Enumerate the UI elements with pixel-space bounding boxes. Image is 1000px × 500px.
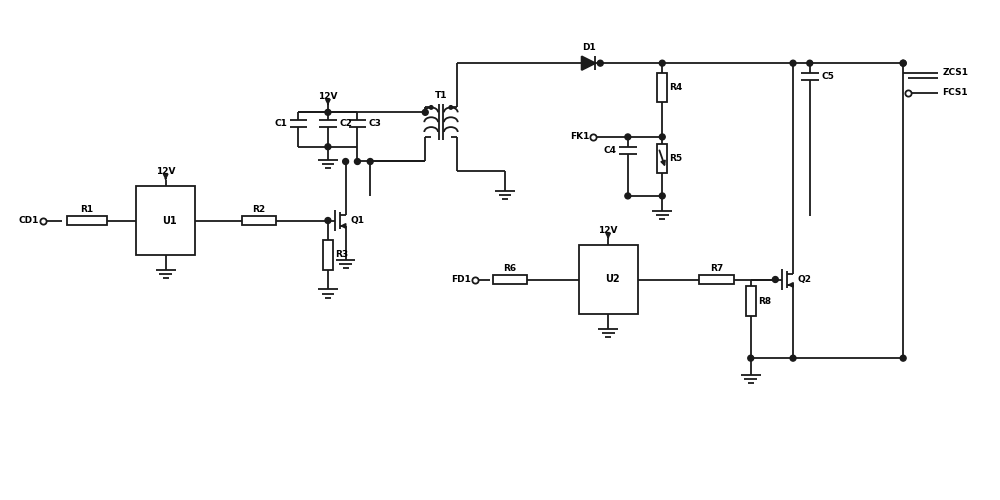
Bar — [657, 73, 667, 102]
Text: C4: C4 — [604, 146, 617, 154]
Bar — [699, 274, 734, 284]
Polygon shape — [582, 56, 595, 70]
Bar — [136, 186, 195, 255]
Text: C1: C1 — [274, 119, 287, 128]
Text: C3: C3 — [369, 119, 382, 128]
Text: FD1: FD1 — [452, 275, 471, 284]
Text: ZCS1: ZCS1 — [943, 68, 969, 78]
Text: R6: R6 — [503, 264, 516, 272]
Circle shape — [325, 218, 331, 224]
Circle shape — [790, 60, 796, 66]
Text: CD1: CD1 — [18, 216, 39, 225]
Circle shape — [325, 144, 331, 150]
Circle shape — [354, 158, 360, 164]
Text: FK1: FK1 — [570, 132, 589, 141]
Text: D1: D1 — [582, 44, 595, 52]
Circle shape — [900, 60, 906, 66]
Text: R5: R5 — [669, 154, 682, 163]
Text: 12V: 12V — [156, 167, 175, 176]
Circle shape — [422, 110, 428, 116]
Bar — [493, 274, 527, 284]
Bar — [746, 286, 756, 316]
Circle shape — [900, 355, 906, 361]
Circle shape — [659, 193, 665, 199]
Circle shape — [343, 158, 349, 164]
Text: Q2: Q2 — [798, 275, 812, 284]
Circle shape — [807, 60, 813, 66]
Circle shape — [449, 106, 453, 109]
Circle shape — [900, 60, 906, 66]
Bar — [323, 240, 333, 270]
Circle shape — [790, 355, 796, 361]
Circle shape — [367, 158, 373, 164]
Circle shape — [429, 106, 433, 109]
Text: U2: U2 — [605, 274, 619, 284]
Circle shape — [659, 60, 665, 66]
Circle shape — [625, 134, 631, 140]
Text: U1: U1 — [162, 216, 177, 226]
Text: FCS1: FCS1 — [943, 88, 968, 97]
Circle shape — [325, 110, 331, 116]
Circle shape — [772, 276, 778, 282]
Text: C2: C2 — [339, 119, 352, 128]
Text: T1: T1 — [435, 90, 447, 100]
Text: Q1: Q1 — [351, 216, 365, 225]
Text: R4: R4 — [669, 83, 682, 92]
Text: R8: R8 — [758, 296, 771, 306]
Text: 12V: 12V — [598, 226, 618, 235]
Text: R7: R7 — [710, 264, 723, 272]
Circle shape — [625, 193, 631, 199]
Text: C5: C5 — [821, 72, 834, 81]
Text: 12V: 12V — [318, 92, 338, 101]
Circle shape — [748, 355, 754, 361]
Bar — [579, 245, 638, 314]
Circle shape — [659, 134, 665, 140]
Bar — [657, 144, 667, 174]
Text: R2: R2 — [253, 204, 266, 214]
Bar — [67, 216, 107, 226]
Bar — [242, 216, 276, 226]
Circle shape — [597, 60, 603, 66]
Text: R1: R1 — [80, 204, 94, 214]
Text: R3: R3 — [335, 250, 348, 260]
